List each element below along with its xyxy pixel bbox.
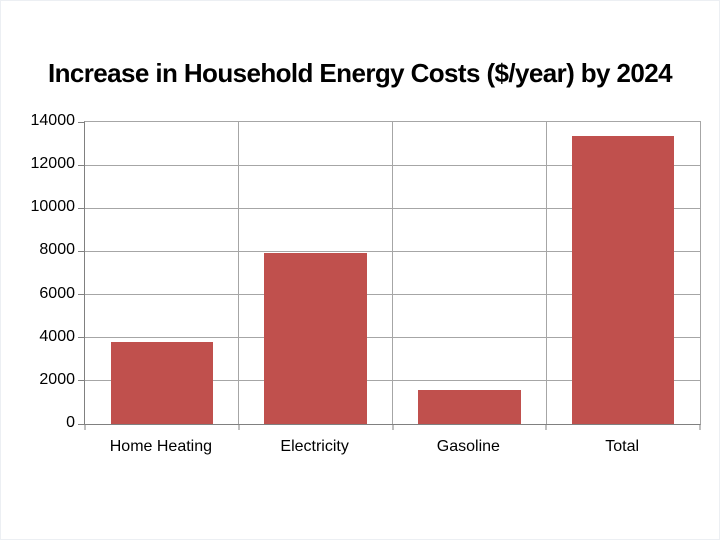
x-axis: Home Heating Electricity Gasoline Total	[84, 438, 699, 460]
y-axis-tick-label: 2000	[39, 370, 75, 388]
y-axis-tick-label: 6000	[39, 284, 75, 302]
y-axis-tick	[78, 337, 84, 339]
y-axis-tick-label: 0	[66, 414, 75, 431]
x-axis-tick	[699, 425, 701, 430]
x-axis-category-label: Home Heating	[109, 438, 213, 455]
y-axis-tick	[78, 250, 84, 252]
gridline-vertical	[392, 122, 393, 424]
y-axis-tick	[78, 423, 84, 425]
y-axis-tick	[78, 207, 84, 209]
y-axis-tick	[78, 164, 84, 166]
x-axis-tick	[84, 425, 86, 430]
y-axis-tick-label: 4000	[39, 327, 75, 345]
x-axis-category-label: Gasoline	[436, 438, 500, 455]
y-axis-tick	[78, 294, 84, 296]
gridline-vertical	[238, 122, 240, 424]
y-axis-tick	[78, 121, 84, 123]
x-axis-category-label: Electricity	[280, 438, 349, 455]
x-axis-tick	[545, 425, 547, 430]
plot-area	[78, 121, 701, 430]
y-axis-tick-label: 14000	[30, 112, 76, 129]
x-axis-tick	[238, 425, 240, 430]
y-axis-tick-label: 8000	[39, 241, 75, 259]
bar-home-heating	[110, 342, 214, 424]
chart-title: Increase in Household Energy Costs ($/ye…	[48, 58, 673, 88]
bar-electricity	[264, 252, 367, 424]
gridline-vertical	[545, 122, 547, 424]
y-axis: 0 2000 4000 6000 8000 10000 12000 14000	[1, 113, 76, 431]
x-axis-category-label: Total	[605, 438, 640, 455]
bar-total	[571, 136, 675, 424]
y-axis-tick-label: 12000	[30, 155, 76, 173]
y-axis-tick	[78, 380, 84, 382]
bar-gasoline	[418, 389, 521, 424]
x-axis-tick	[392, 425, 393, 430]
y-axis-tick-label: 10000	[30, 198, 76, 216]
